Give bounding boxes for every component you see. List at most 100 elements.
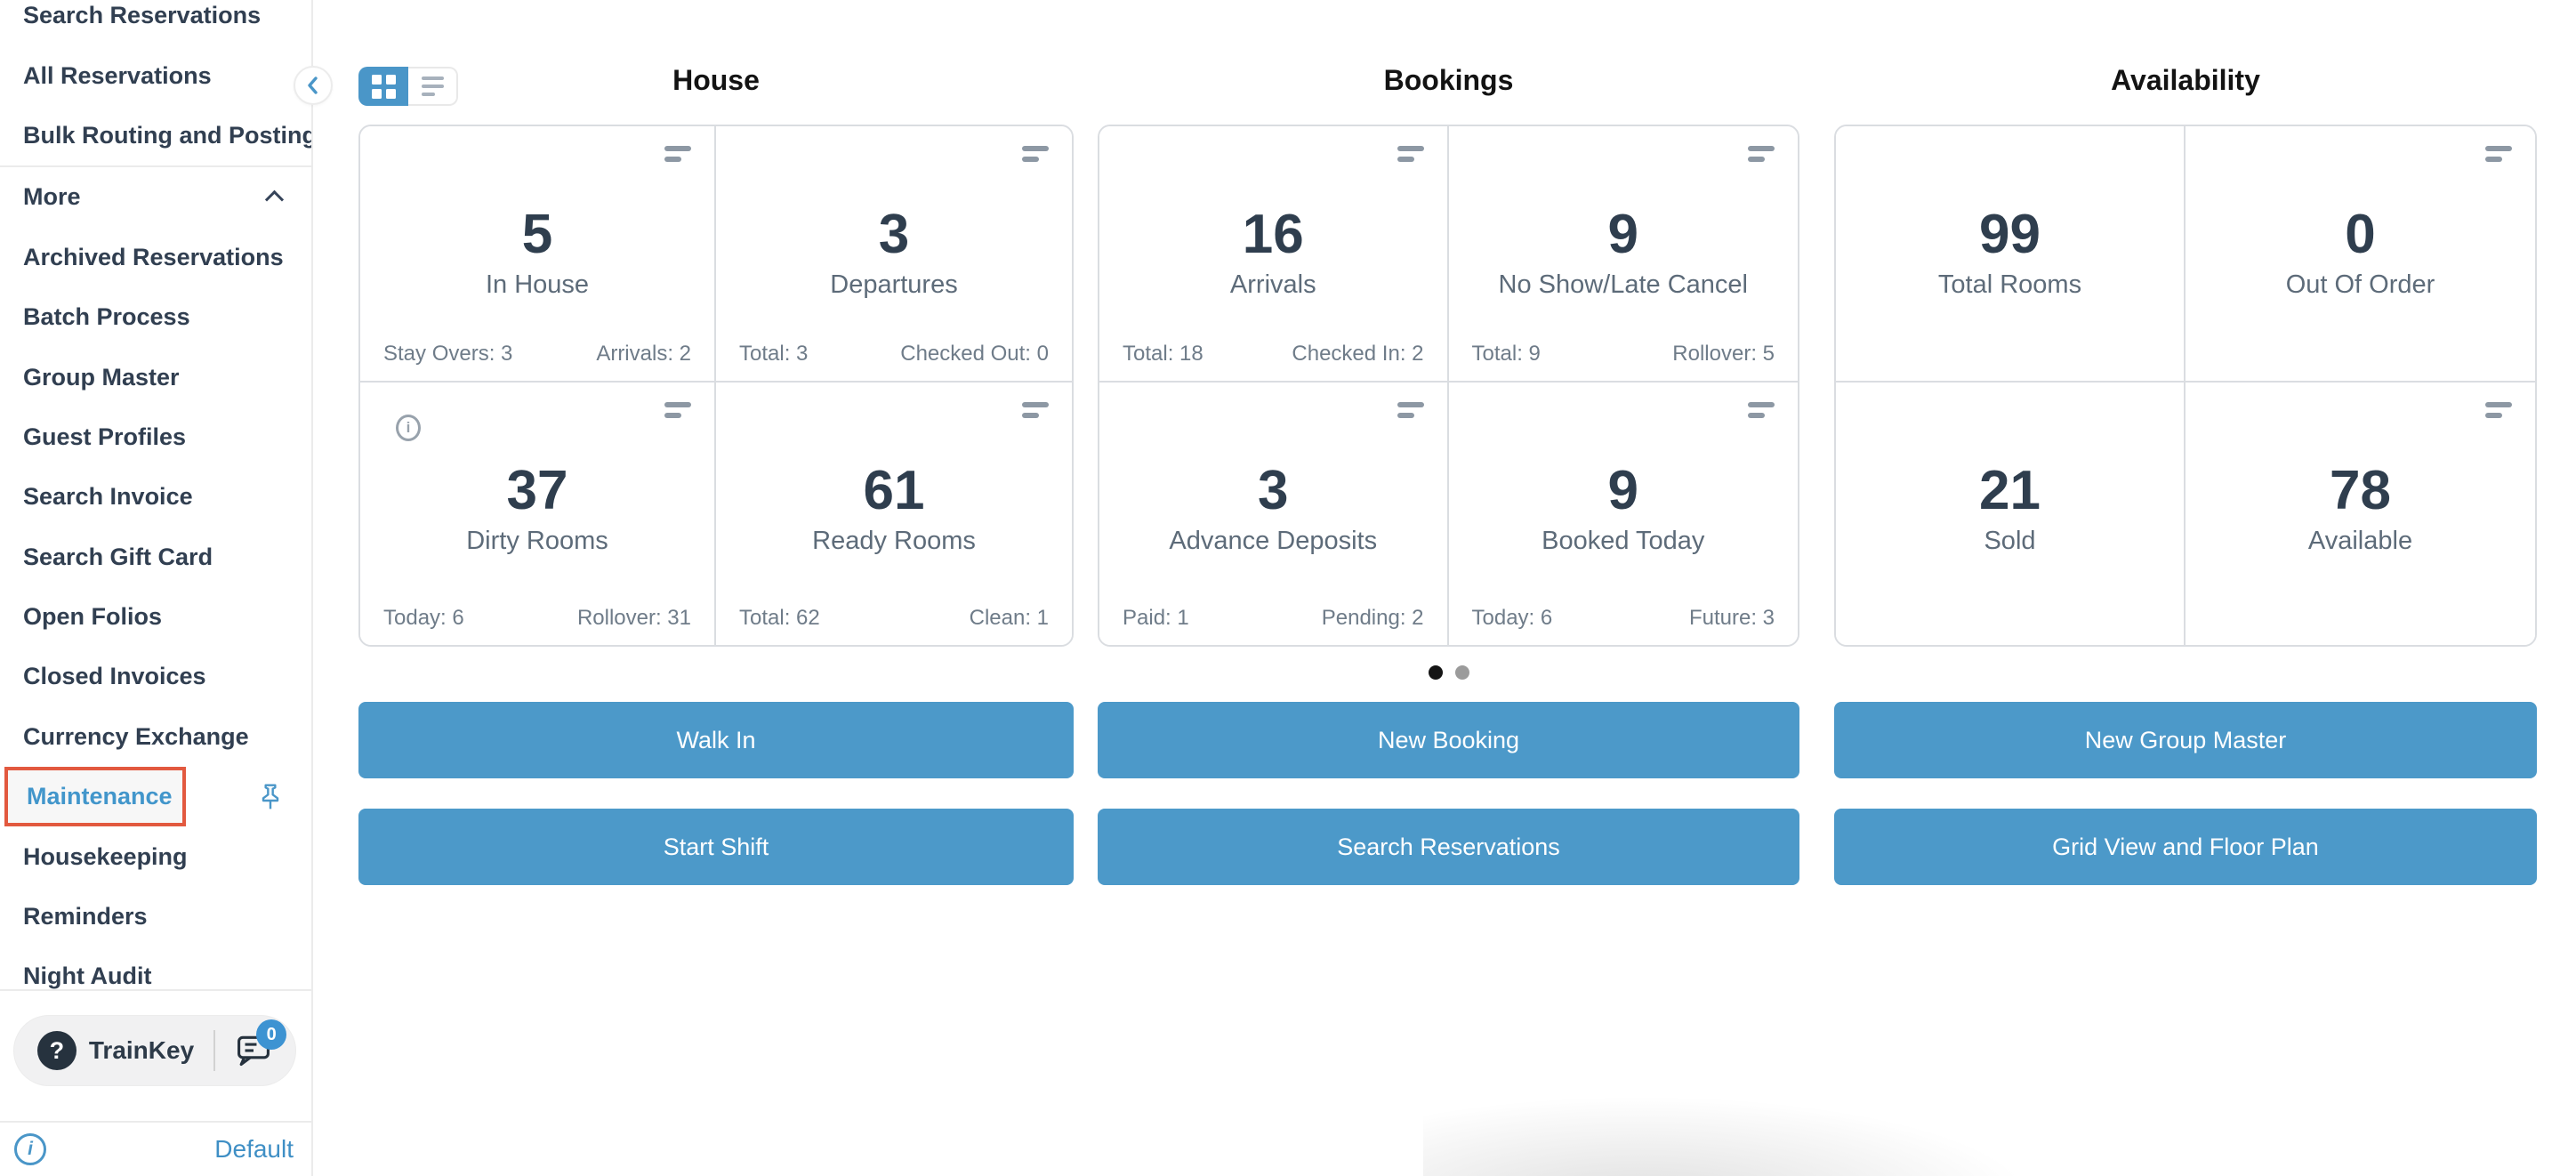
stat-footer-right: Clean: 1	[969, 606, 1049, 630]
stat-footer-left: Paid: 1	[1123, 606, 1189, 630]
section-title-house: House	[672, 64, 760, 96]
sidebar-item-search-invoice[interactable]: Search Invoice	[0, 467, 311, 527]
stat-footer-left: Total: 62	[739, 606, 820, 630]
grid-view-floor-plan-button[interactable]: Grid View and Floor Plan	[1834, 809, 2537, 885]
stat-footer-left: Today: 6	[1471, 606, 1553, 630]
card-dirty-rooms[interactable]: i 37 Dirty Rooms Today: 6 Rollover: 31	[360, 383, 716, 645]
stat-footer-left: Total: 3	[739, 342, 809, 366]
new-group-master-button[interactable]: New Group Master	[1834, 702, 2537, 778]
bookings-card-grid: 16 Arrivals Total: 18 Checked In: 2 9 No …	[1098, 125, 1799, 647]
card-menu-icon[interactable]	[1748, 402, 1775, 418]
stat-value: 9	[1607, 460, 1638, 521]
sidebar-item-open-folios[interactable]: Open Folios	[0, 587, 311, 647]
grid-view-button[interactable]	[358, 67, 408, 106]
section-title-bookings: Bookings	[1383, 64, 1514, 96]
sidebar-item-label: Reminders	[23, 903, 148, 930]
view-toggle	[358, 67, 458, 106]
sidebar-item-label: Search Invoice	[23, 483, 193, 511]
card-in-house[interactable]: 5 In House Stay Overs: 3 Arrivals: 2	[360, 126, 716, 383]
card-menu-icon[interactable]	[1748, 146, 1775, 162]
stat-label: Arrivals	[1229, 270, 1316, 299]
card-available[interactable]: 78 Available	[2186, 383, 2535, 645]
sidebar-item-reminders[interactable]: Reminders	[0, 887, 311, 946]
sidebar-divider	[0, 165, 311, 168]
stat-label: Ready Rooms	[812, 527, 976, 555]
pagination-dot-1[interactable]	[1428, 665, 1443, 680]
default-link[interactable]: Default	[214, 1135, 294, 1163]
pagination-dot-2[interactable]	[1454, 665, 1469, 680]
stat-label: Available	[2307, 527, 2413, 555]
list-view-icon	[421, 77, 444, 96]
stat-footer-right: Pending: 2	[1321, 606, 1424, 630]
stat-label: In House	[485, 270, 590, 299]
card-departures[interactable]: 3 Departures Total: 3 Checked Out: 0	[716, 126, 1072, 383]
sidebar-collapse-button[interactable]	[294, 66, 333, 105]
info-icon[interactable]: i	[396, 415, 421, 441]
search-reservations-button[interactable]: Search Reservations	[1098, 809, 1799, 885]
stat-value: 99	[1979, 204, 2041, 265]
card-out-of-order[interactable]: 0 Out Of Order	[2186, 126, 2535, 383]
sidebar-item-label: Guest Profiles	[23, 423, 187, 450]
stat-label: Total Rooms	[1937, 270, 2082, 299]
sidebar-item-housekeeping[interactable]: Housekeeping	[0, 826, 311, 886]
card-booked-today[interactable]: 9 Booked Today Today: 6 Future: 3	[1448, 383, 1798, 645]
card-advance-deposits[interactable]: 3 Advance Deposits Paid: 1 Pending: 2	[1099, 383, 1449, 645]
stat-footer-right: Future: 3	[1688, 606, 1775, 630]
chat-badge: 0	[256, 1019, 287, 1050]
stat-label: Booked Today	[1542, 527, 1705, 555]
sidebar-item-label: Search Reservations	[23, 2, 262, 29]
card-sold[interactable]: 21 Sold	[1836, 383, 2186, 645]
card-menu-icon[interactable]	[1022, 146, 1049, 162]
sidebar-item-archived-reservations[interactable]: Archived Reservations	[0, 228, 311, 287]
card-menu-icon[interactable]	[2485, 146, 2512, 162]
sidebar-item-night-audit[interactable]: Night Audit	[0, 946, 311, 989]
card-menu-icon[interactable]	[1397, 402, 1424, 418]
stat-value: 16	[1242, 204, 1304, 265]
new-booking-button[interactable]: New Booking	[1098, 702, 1799, 778]
card-menu-icon[interactable]	[1397, 146, 1424, 162]
pin-icon[interactable]	[256, 781, 285, 819]
sidebar-item-batch-process[interactable]: Batch Process	[0, 287, 311, 347]
section-title-availability: Availability	[2111, 64, 2260, 96]
card-menu-icon[interactable]	[1022, 402, 1049, 418]
sidebar-item-maintenance[interactable]: Maintenance	[0, 767, 311, 827]
card-total-rooms[interactable]: 99 Total Rooms	[1836, 126, 2186, 383]
card-no-show[interactable]: 9 No Show/Late Cancel Total: 9 Rollover: …	[1448, 126, 1798, 383]
stat-footer-right: Checked In: 2	[1292, 342, 1424, 366]
sidebar-item-label: Search Gift Card	[23, 543, 213, 570]
info-icon[interactable]: i	[14, 1133, 46, 1165]
sidebar-item-group-master[interactable]: Group Master	[0, 347, 311, 407]
help-icon: ?	[36, 1031, 76, 1070]
sidebar-item-more[interactable]: More	[0, 167, 311, 227]
stat-footer-left: Total: 9	[1471, 342, 1541, 366]
sidebar-item-guest-profiles[interactable]: Guest Profiles	[0, 407, 311, 467]
maintenance-highlight-box: Maintenance	[4, 767, 186, 827]
card-menu-icon[interactable]	[664, 146, 691, 162]
sidebar-item-currency-exchange[interactable]: Currency Exchange	[0, 707, 311, 767]
sidebar-footer: i Default	[0, 1121, 311, 1176]
stat-value: 78	[2330, 460, 2391, 521]
card-ready-rooms[interactable]: 61 Ready Rooms Total: 62 Clean: 1	[716, 383, 1072, 645]
stat-value: 61	[863, 460, 925, 521]
sidebar-item-bulk-routing[interactable]: Bulk Routing and Postings	[0, 106, 311, 165]
carousel-pagination	[1098, 665, 1799, 680]
trainkey-button[interactable]: ? TrainKey 0	[13, 1015, 296, 1086]
chat-icon[interactable]: 0	[235, 1019, 287, 1067]
start-shift-button[interactable]: Start Shift	[358, 809, 1074, 885]
sidebar: Search Reservations All Reservations Bul…	[0, 0, 313, 1176]
walk-in-button[interactable]: Walk In	[358, 702, 1074, 778]
sidebar-item-search-reservations[interactable]: Search Reservations	[0, 0, 311, 45]
sidebar-item-label: Maintenance	[27, 783, 173, 810]
sidebar-item-search-gift-card[interactable]: Search Gift Card	[0, 528, 311, 587]
sidebar-item-all-reservations[interactable]: All Reservations	[0, 45, 311, 105]
stat-value: 9	[1607, 204, 1638, 265]
grid-view-icon	[371, 74, 396, 99]
card-menu-icon[interactable]	[2485, 402, 2512, 418]
sidebar-item-label: Batch Process	[23, 303, 190, 331]
card-arrivals[interactable]: 16 Arrivals Total: 18 Checked In: 2	[1099, 126, 1449, 383]
sidebar-item-closed-invoices[interactable]: Closed Invoices	[0, 647, 311, 706]
stat-label: Departures	[830, 270, 958, 299]
list-view-button[interactable]	[408, 67, 458, 106]
card-menu-icon[interactable]	[664, 402, 691, 418]
sidebar-item-label: Open Folios	[23, 603, 163, 631]
